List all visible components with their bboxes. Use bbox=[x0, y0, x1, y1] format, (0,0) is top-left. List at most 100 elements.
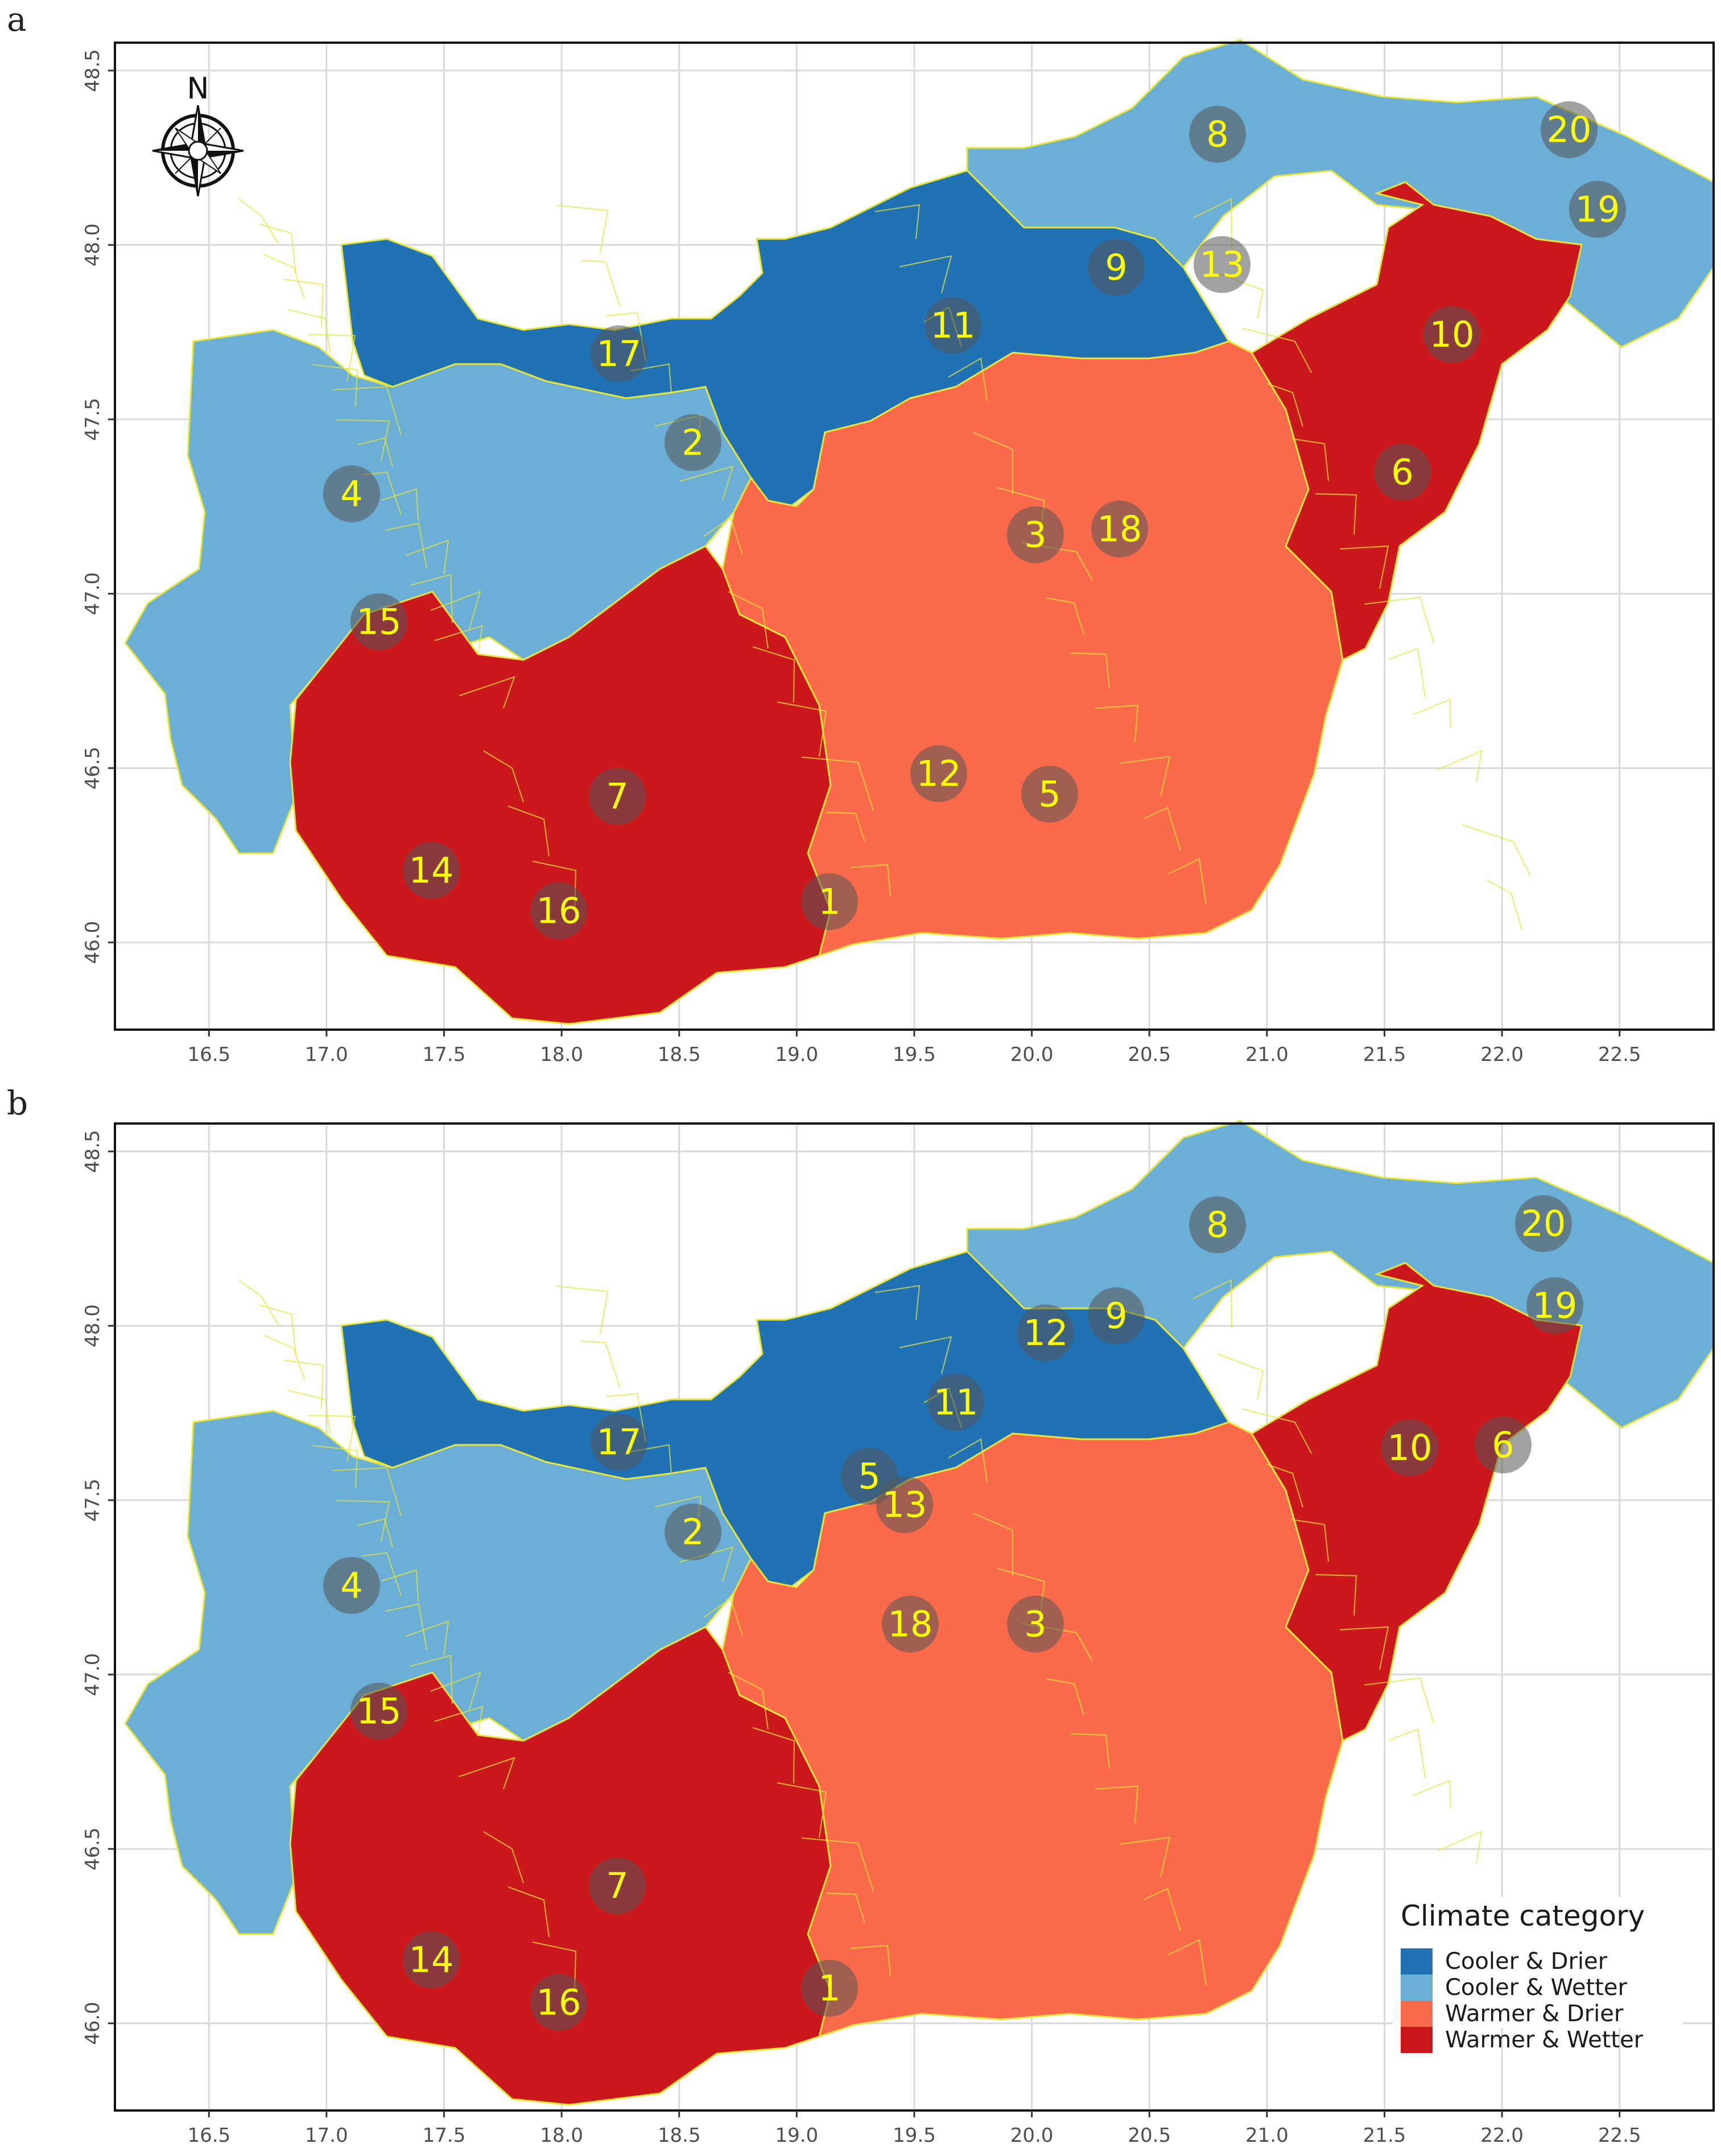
marker-label: 14 bbox=[409, 850, 454, 891]
district-border bbox=[1413, 699, 1451, 729]
district-border bbox=[406, 539, 449, 575]
district-border bbox=[1046, 597, 1084, 635]
district-marker-9: 9 bbox=[1088, 1287, 1145, 1344]
district-border bbox=[1168, 1939, 1207, 1986]
district-marker-18: 18 bbox=[1091, 501, 1148, 557]
legend-item-warmer-wetter: Warmer & Wetter bbox=[1401, 2027, 1643, 2053]
marker-label: 9 bbox=[1105, 247, 1127, 288]
marker-circle bbox=[350, 1683, 407, 1740]
district-border bbox=[752, 1727, 795, 1784]
legend-label: Cooler & Wetter bbox=[1445, 1975, 1627, 2001]
x-tick-label: 20.5 bbox=[1128, 2124, 1171, 2147]
marker-label: 3 bbox=[1024, 514, 1046, 556]
district-border bbox=[605, 1393, 646, 1443]
district-border bbox=[1119, 1836, 1171, 1878]
y-tick-label: 46.5 bbox=[81, 1827, 104, 1870]
marker-label: 10 bbox=[1388, 1427, 1433, 1469]
district-marker-14: 14 bbox=[403, 842, 460, 899]
district-marker-10: 10 bbox=[1381, 1419, 1438, 1476]
district-marker-19: 19 bbox=[1526, 1277, 1583, 1334]
marker-circle bbox=[530, 882, 587, 939]
marker-circle bbox=[591, 325, 647, 382]
legend-swatch bbox=[1401, 2027, 1433, 2053]
legend-label: Cooler & Drier bbox=[1445, 1948, 1608, 1975]
district-border bbox=[1168, 858, 1207, 905]
district-border bbox=[777, 701, 827, 757]
marker-label: 9 bbox=[1105, 1295, 1127, 1337]
x-tick-label: 17.0 bbox=[305, 2124, 348, 2147]
district-border bbox=[1339, 1626, 1389, 1670]
district-marker-15: 15 bbox=[350, 593, 407, 650]
marker-label: 17 bbox=[597, 333, 642, 375]
district-border bbox=[238, 199, 279, 245]
district-border bbox=[556, 205, 609, 254]
district-marker-8: 8 bbox=[1189, 106, 1246, 163]
district-border bbox=[1315, 493, 1357, 535]
legend-item-warmer-drier: Warmer & Drier bbox=[1401, 2001, 1623, 2027]
district-marker-11: 11 bbox=[925, 297, 981, 354]
district-border bbox=[1388, 647, 1426, 697]
district-marker-13: 13 bbox=[1194, 236, 1250, 293]
marker-label: 12 bbox=[917, 753, 961, 795]
x-tick-label: 19.5 bbox=[893, 1043, 936, 1066]
district-border bbox=[1290, 438, 1329, 481]
x-tick-label: 20.5 bbox=[1128, 1043, 1171, 1066]
legend-swatch bbox=[1401, 1975, 1433, 2001]
district-border bbox=[283, 279, 324, 328]
district-border bbox=[1462, 824, 1531, 877]
district-border bbox=[728, 591, 769, 649]
district-border bbox=[899, 1336, 952, 1374]
marker-label: 15 bbox=[357, 1691, 402, 1732]
marker-label: 2 bbox=[682, 1511, 704, 1553]
y-tick-label: 47.5 bbox=[81, 1478, 104, 1522]
marker-label: 6 bbox=[1391, 452, 1413, 493]
district-border bbox=[308, 1415, 356, 1463]
marker-label: 4 bbox=[340, 1565, 362, 1606]
legend-item-cooler-drier: Cooler & Drier bbox=[1401, 1948, 1607, 1975]
district-border bbox=[1144, 807, 1181, 851]
district-border bbox=[259, 1304, 296, 1354]
x-tick-label: 22.0 bbox=[1480, 2124, 1524, 2147]
district-border bbox=[1144, 1887, 1181, 1932]
district-marker-20: 20 bbox=[1515, 1195, 1572, 1252]
marker-label: 13 bbox=[1200, 244, 1245, 286]
marker-circle bbox=[323, 1557, 380, 1614]
district-border bbox=[357, 437, 393, 467]
x-axis: 16.5 17.0 17.5 18.0 18.5 19.0 19.5 20.0 20.5 21.0… bbox=[187, 1030, 1641, 1066]
district-marker-6: 6 bbox=[1374, 444, 1431, 501]
y-tick-label: 48.0 bbox=[81, 224, 104, 267]
marker-label: 11 bbox=[931, 305, 976, 346]
legend-title: Climate category bbox=[1401, 1899, 1645, 1932]
district-border bbox=[312, 364, 358, 407]
marker-circle bbox=[1088, 1287, 1145, 1344]
climate-legend: Climate category Cooler & Drier Cooler &… bbox=[1393, 1897, 1683, 2053]
x-tick-label: 20.0 bbox=[1010, 1043, 1054, 1066]
marker-circle bbox=[927, 1374, 984, 1431]
marker-label: 16 bbox=[536, 890, 581, 932]
y-tick-label: 48.0 bbox=[81, 1304, 104, 1348]
x-tick-label: 16.5 bbox=[187, 2124, 230, 2147]
legend-label: Warmer & Drier bbox=[1445, 2001, 1624, 2027]
district-marker-5: 5 bbox=[1021, 766, 1078, 823]
district-border bbox=[1388, 1728, 1426, 1778]
marker-circle bbox=[1194, 236, 1250, 293]
district-border bbox=[238, 1279, 279, 1326]
marker-circle bbox=[1017, 1304, 1074, 1361]
region-warmer-wetter bbox=[1250, 181, 1583, 662]
y-tick-label: 47.0 bbox=[81, 1653, 104, 1696]
district-border bbox=[972, 432, 1013, 495]
district-border bbox=[385, 522, 427, 569]
x-tick-label: 18.5 bbox=[658, 2124, 701, 2147]
marker-label: 14 bbox=[409, 1939, 454, 1981]
marker-label: 20 bbox=[1547, 109, 1592, 151]
district-border bbox=[263, 1335, 305, 1380]
district-border bbox=[1070, 652, 1110, 689]
legend-label: Warmer & Wetter bbox=[1445, 2027, 1644, 2053]
marker-label: 8 bbox=[1206, 1204, 1228, 1246]
district-border bbox=[703, 517, 743, 555]
district-marker-3: 3 bbox=[1007, 1596, 1064, 1653]
district-border bbox=[1070, 1733, 1110, 1770]
district-marker-4: 4 bbox=[323, 465, 380, 522]
marker-circle bbox=[1515, 1195, 1572, 1252]
district-border bbox=[1241, 328, 1312, 373]
